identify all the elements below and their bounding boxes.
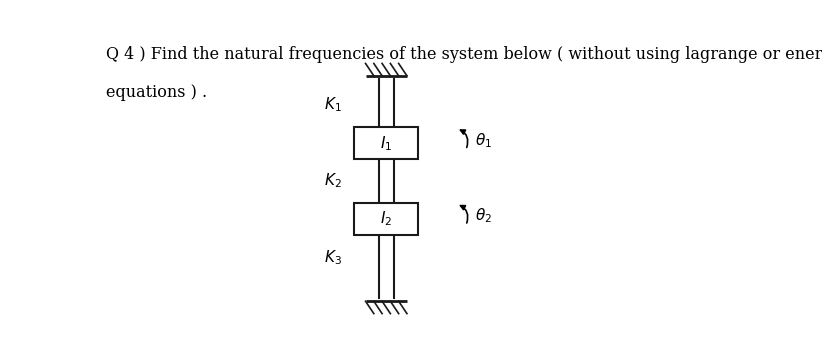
Bar: [354, 127, 418, 159]
Text: $I_2$: $I_2$: [380, 210, 392, 228]
Text: $\theta_2$: $\theta_2$: [475, 207, 492, 225]
Bar: [354, 203, 418, 235]
Text: Q 4 ) Find the natural frequencies of the system below ( without using lagrange : Q 4 ) Find the natural frequencies of th…: [106, 46, 822, 62]
Text: $K_2$: $K_2$: [324, 171, 342, 190]
Text: $\theta_1$: $\theta_1$: [475, 131, 492, 150]
Text: $K_1$: $K_1$: [324, 95, 342, 114]
Text: $K_3$: $K_3$: [324, 248, 342, 267]
Text: $I_1$: $I_1$: [380, 134, 392, 152]
Text: equations ) .: equations ) .: [106, 84, 207, 101]
